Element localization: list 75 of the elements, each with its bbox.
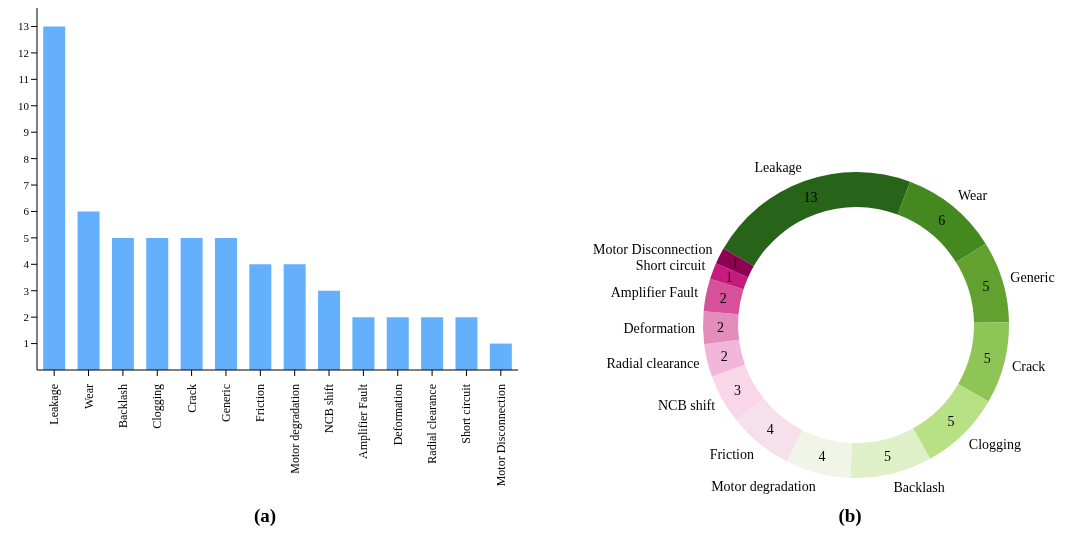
data-label: 5 bbox=[983, 351, 991, 367]
x-tick-label: Radial clearance bbox=[425, 384, 440, 464]
donut-slice bbox=[955, 243, 1009, 323]
data-label: 5 bbox=[947, 414, 955, 430]
y-tick-label: 12 bbox=[18, 46, 29, 59]
text: (b) bbox=[837, 505, 863, 527]
bar bbox=[283, 264, 306, 370]
x-tick-label: Wear bbox=[81, 384, 96, 410]
bar bbox=[146, 237, 169, 370]
data-label: 1 bbox=[725, 269, 733, 285]
bar bbox=[318, 290, 341, 370]
slice-label: Amplifier Fault bbox=[610, 284, 699, 300]
data-label: 6 bbox=[938, 212, 946, 228]
x-tick-label: Clogging bbox=[150, 384, 165, 429]
data-label: 2 bbox=[719, 290, 727, 306]
y-tick-label: 2 bbox=[23, 311, 29, 324]
slice-label: Crack bbox=[1011, 359, 1046, 375]
donut-slice bbox=[958, 322, 1009, 402]
x-tick-label: Motor Disconnection bbox=[493, 384, 508, 487]
y-tick-label: 1 bbox=[23, 337, 29, 350]
x-tick-label: Crack bbox=[184, 384, 199, 413]
data-label: 5 bbox=[982, 278, 990, 294]
y-tick-label: 13 bbox=[18, 20, 30, 33]
text: (a) bbox=[252, 505, 278, 527]
slice-label: Leakage bbox=[754, 160, 802, 176]
donut-slice bbox=[897, 181, 986, 263]
bar bbox=[180, 237, 203, 370]
x-tick-label: Friction bbox=[253, 384, 268, 422]
x-tick-label: Generic bbox=[218, 384, 233, 422]
slice-label: Motor degradation bbox=[711, 479, 816, 495]
bar bbox=[352, 317, 375, 370]
x-tick-label: Deformation bbox=[390, 384, 405, 446]
data-label: 1 bbox=[731, 256, 739, 272]
data-label: 3 bbox=[733, 383, 741, 399]
donut-slice bbox=[704, 339, 745, 377]
x-tick-label: Amplifier Fault bbox=[356, 383, 371, 459]
bar bbox=[43, 26, 66, 370]
y-tick-label: 7 bbox=[23, 178, 30, 191]
y-tick-label: 11 bbox=[18, 73, 29, 86]
y-tick-label: 10 bbox=[18, 99, 30, 112]
donut-slice bbox=[703, 311, 739, 345]
bar bbox=[455, 317, 478, 370]
slice-label: Backlash bbox=[893, 479, 945, 495]
x-tick-label: Short circuit bbox=[459, 383, 474, 444]
slice-label: Wear bbox=[958, 188, 988, 204]
bar bbox=[489, 343, 512, 370]
bar bbox=[77, 211, 100, 370]
y-tick-label: 5 bbox=[23, 231, 30, 244]
data-label: 4 bbox=[766, 422, 774, 438]
bar bbox=[249, 264, 272, 370]
slice-label: Radial clearance bbox=[606, 356, 700, 372]
bar bbox=[214, 237, 237, 370]
data-label: 2 bbox=[720, 349, 728, 365]
y-tick-label: 4 bbox=[23, 258, 30, 271]
bar bbox=[421, 317, 444, 370]
slice-label: Motor Disconnection bbox=[593, 241, 713, 257]
x-tick-label: Backlash bbox=[115, 384, 130, 428]
bar bbox=[386, 317, 409, 370]
data-label: 13 bbox=[803, 189, 818, 205]
y-tick-label: 8 bbox=[23, 152, 30, 165]
y-tick-label: 6 bbox=[23, 205, 30, 218]
slice-label: Deformation bbox=[623, 320, 696, 336]
y-tick-label: 3 bbox=[23, 284, 30, 297]
y-tick-label: 9 bbox=[23, 126, 30, 139]
data-label: 4 bbox=[818, 448, 826, 464]
donut-slice bbox=[850, 428, 931, 478]
donut-slice bbox=[786, 430, 852, 478]
slice-label: Short circuit bbox=[635, 258, 706, 274]
x-tick-label: Motor degradation bbox=[287, 384, 302, 474]
bar bbox=[111, 237, 134, 370]
x-tick-label: NCB shift bbox=[322, 383, 337, 434]
slice-label: Generic bbox=[1010, 269, 1055, 285]
data-label: 2 bbox=[717, 319, 725, 335]
x-tick-label: Leakage bbox=[47, 384, 62, 425]
data-label: 5 bbox=[884, 449, 892, 465]
